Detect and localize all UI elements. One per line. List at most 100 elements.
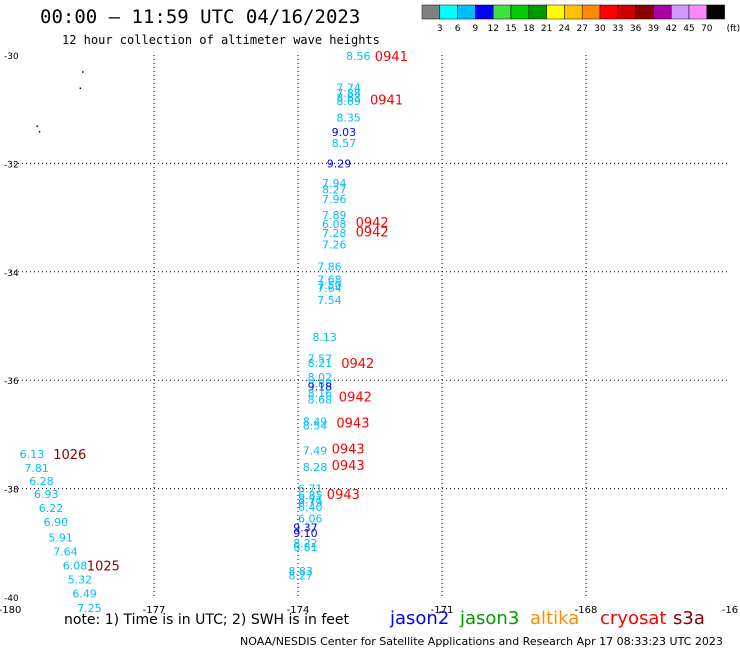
chart-subtitle: 12 hour collection of altimeter wave hei… — [62, 33, 380, 47]
legend-tick-label: 42 — [665, 24, 676, 34]
swh-label: 6.49 — [72, 588, 97, 601]
swh-label: 8.02 — [308, 371, 333, 384]
swh-label: 6.40 — [298, 501, 323, 514]
swh-label: 8.71 — [298, 493, 323, 506]
time-label: 0943 — [332, 459, 365, 474]
legend-tick-label: 27 — [576, 24, 587, 34]
swh-label: 7.89 — [322, 209, 347, 222]
swh-label: 8.54 — [303, 420, 328, 433]
swh-label: 9.29 — [327, 157, 352, 170]
legend-tick-label: 33 — [612, 24, 623, 34]
swh-label: 6.71 — [298, 483, 323, 496]
swh-label: 6.85 — [298, 489, 323, 502]
swh-label: 8.22 — [293, 537, 318, 550]
legend-tick-label: 3 — [437, 24, 443, 34]
legend-swatch — [688, 4, 708, 20]
swh-label: 8.63 — [336, 91, 361, 104]
swh-label: 7.57 — [308, 353, 333, 366]
y-tick-label: -40 — [4, 594, 19, 604]
coast-dot — [38, 130, 41, 133]
swh-label: 5.91 — [48, 531, 73, 544]
time-label: 0942 — [339, 390, 372, 405]
swh-label: 7.25 — [77, 602, 102, 615]
swh-label: 7.50 — [317, 279, 342, 292]
time-label: 0942 — [341, 357, 374, 372]
coast-dot — [36, 125, 38, 127]
x-tick-label: -168 — [575, 605, 598, 616]
swh-label: 8.16 — [308, 387, 333, 400]
legend-swatch — [457, 4, 476, 20]
time-label: 0941 — [375, 50, 408, 65]
legend-tick-label: 18 — [523, 24, 535, 34]
swh-label: 6.22 — [39, 502, 64, 515]
time-label: 0942 — [356, 226, 389, 241]
legend-swatch — [653, 4, 672, 20]
y-tick-label: -34 — [4, 269, 19, 279]
swh-label: 6.79 — [298, 497, 323, 510]
x-tick-label: -16 — [722, 605, 738, 616]
legend-tick-label: 70 — [701, 24, 713, 34]
swh-label: 8.27 — [322, 183, 347, 196]
legend-tick-label: 6 — [455, 24, 461, 34]
legend-swatch — [528, 4, 547, 20]
swh-label: 8.83 — [288, 565, 313, 578]
time-label: 0941 — [370, 93, 403, 108]
swh-label: 7.49 — [303, 445, 328, 458]
legend-swatch — [617, 4, 636, 20]
swh-label: 8.13 — [312, 331, 337, 344]
swh-label: 7.86 — [317, 260, 342, 273]
legend-tick-label: 21 — [541, 24, 552, 34]
credit-line: NOAA/NESDIS Center for Satellite Applica… — [240, 635, 723, 648]
swh-label: 6.13 — [20, 448, 44, 461]
legend-altika: altika — [530, 608, 580, 629]
legend-swatch — [670, 4, 690, 20]
swh-label: 7.81 — [24, 462, 49, 475]
y-tick-label: -30 — [4, 52, 19, 62]
time-label: 1025 — [87, 560, 120, 575]
legend-swatch — [564, 4, 583, 20]
legend-swatch — [421, 4, 441, 20]
swh-label: 6.90 — [44, 516, 69, 529]
legend-swatch — [492, 4, 512, 20]
legend-tick-label: 36 — [630, 24, 642, 34]
legend-tick-label: 9 — [473, 24, 479, 34]
chart-title: 00:00 — 11:59 UTC 04/16/2023 — [40, 6, 361, 28]
legend-swatch — [706, 4, 725, 20]
legend-jason3: jason3 — [460, 608, 520, 629]
swh-label: 8.49 — [303, 415, 328, 428]
legend-tick-label: 30 — [594, 24, 606, 34]
swh-label: 9.10 — [293, 527, 318, 540]
x-tick-label: -171 — [431, 605, 454, 616]
swh-label: 8.27 — [288, 569, 313, 582]
legend-swatch — [439, 4, 458, 20]
coast-dot — [79, 87, 82, 90]
swh-label: 8.57 — [332, 137, 357, 150]
swh-label: 8.68 — [308, 394, 333, 407]
legend-swatch — [475, 4, 494, 20]
legend-tick-label: 15 — [505, 24, 516, 34]
swh-label: 8.28 — [303, 461, 328, 474]
legend-swatch — [510, 4, 530, 20]
footer-note: note: 1) Time is in UTC; 2) SWH is in fe… — [64, 612, 350, 628]
swh-label: 7.64 — [53, 545, 77, 558]
swh-label: 9.03 — [332, 126, 357, 139]
legend-swatch — [581, 4, 601, 20]
swh-label: 8.21 — [308, 357, 333, 370]
swh-label: 7.96 — [322, 193, 347, 206]
swh-label: 7.28 — [322, 227, 347, 240]
swh-label: 7.26 — [322, 239, 347, 252]
coast-dot — [82, 71, 84, 73]
swh-label: 6.08 — [63, 560, 88, 573]
swh-label: 7.94 — [322, 177, 347, 190]
swh-label: 8.69 — [336, 95, 361, 108]
swh-label: 8.88 — [308, 377, 333, 390]
y-tick-label: -36 — [4, 377, 19, 387]
legend-s3a: s3a — [673, 608, 705, 629]
swh-label: 6.81 — [293, 541, 318, 554]
legend-tick-label: 12 — [487, 24, 498, 34]
swh-label: 6.08 — [322, 218, 347, 231]
legend-swatch — [635, 4, 654, 20]
x-tick-label: -180 — [0, 605, 21, 616]
swh-label: 7.68 — [317, 273, 342, 286]
